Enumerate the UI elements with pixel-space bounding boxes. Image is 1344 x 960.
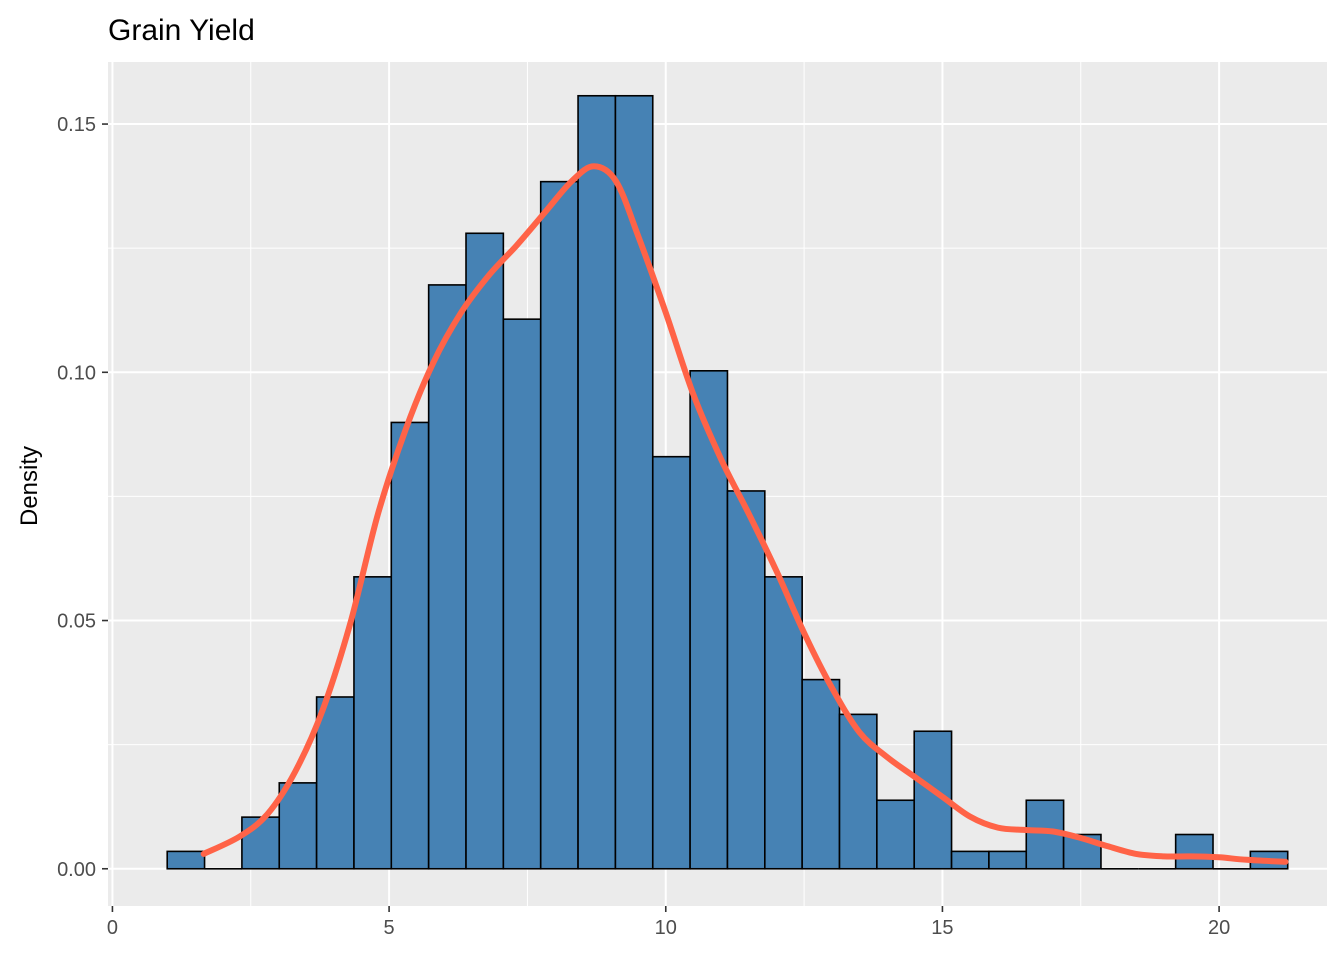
histogram-bar (241, 816, 281, 870)
y-tick-label: 0.15 (57, 114, 96, 136)
histogram-bar (502, 318, 542, 870)
histogram-bar (950, 850, 990, 870)
axes: 0 5 10 15 20 0.00 0.05 0.10 0.15 (57, 114, 1230, 939)
density-curve (200, 163, 1289, 865)
histogram-bar (278, 782, 318, 870)
y-axis-label: Density (16, 446, 43, 526)
histogram-bars (166, 94, 1289, 870)
histogram-bar (465, 232, 505, 870)
histogram-bar (801, 678, 841, 870)
y-tick-label: 0.05 (57, 611, 96, 633)
chart-title: Grain Yield (108, 14, 255, 47)
histogram-bar (726, 490, 766, 870)
x-tick-label: 10 (655, 917, 677, 939)
histogram-bar (614, 94, 654, 870)
histogram-bar (577, 94, 617, 870)
x-tick-label: 20 (1208, 917, 1230, 939)
density-curve-layer (200, 163, 1289, 865)
histogram-bar (390, 421, 430, 870)
histogram-bar (166, 850, 206, 870)
y-tick-label: 0.10 (57, 362, 96, 384)
histogram-bar (838, 713, 878, 870)
histogram-bar (689, 370, 729, 870)
x-tick-label: 15 (931, 917, 953, 939)
x-tick-label: 5 (384, 917, 395, 939)
histogram-bar (1174, 833, 1214, 870)
histogram-bar (988, 850, 1028, 870)
histogram-bar (764, 576, 803, 870)
histogram-bar (353, 576, 393, 870)
histogram-bar (315, 696, 355, 870)
x-tick-label: 0 (107, 917, 118, 939)
histogram-bar (427, 284, 467, 870)
histogram-bar (539, 180, 579, 870)
y-tick-label: 0.00 (57, 859, 96, 881)
histogram-bar (876, 799, 916, 870)
histogram-bar (651, 455, 691, 870)
